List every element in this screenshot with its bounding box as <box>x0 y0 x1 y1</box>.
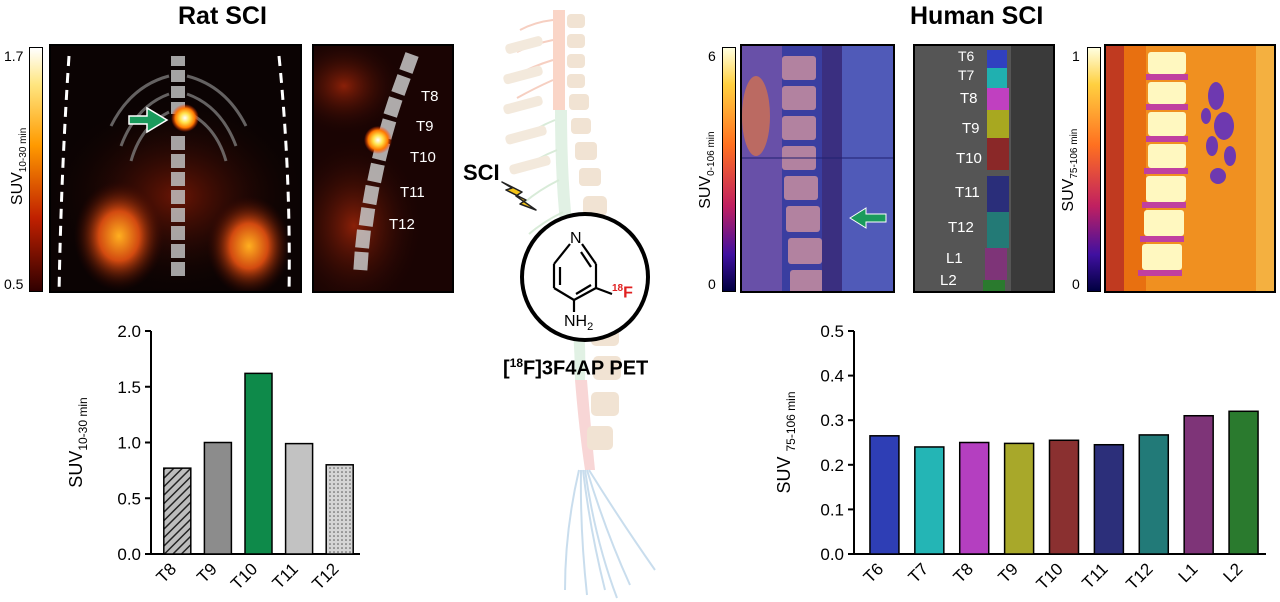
pet-title: [18F]3F4AP PET <box>503 356 649 380</box>
human-bar-t11 <box>1093 443 1125 555</box>
3f4ap-structure <box>552 243 613 312</box>
rat-bar-t10 <box>244 372 273 555</box>
rat-y-tick-label: 0.5 <box>117 489 141 508</box>
human-pet-mr-drawing <box>742 46 893 291</box>
rat-bar-t8 <box>163 467 192 555</box>
rat-suv-bar-chart: 0.0 0.5 1.0 1.5 2.0 SUV10-30 min T8 T9 T10 T11 T12 <box>66 322 360 594</box>
human-x-tick-label: T7 <box>905 559 932 586</box>
rat-bar-t12 <box>325 464 354 555</box>
human-level-l1: L1 <box>946 250 963 267</box>
rat-level-t10: T10 <box>410 149 436 166</box>
rat-colorbar-label: SUV10-30 min <box>8 127 30 206</box>
rat-y-tick-label: 0.0 <box>117 545 141 564</box>
human-bar-t12 <box>1138 434 1170 555</box>
rat-colorbar <box>29 47 43 292</box>
human-colorbar-2-min: 0 <box>1072 276 1080 292</box>
rat-level-t8: T8 <box>421 88 439 105</box>
rat-y-tick-label: 1.0 <box>117 434 141 453</box>
human-x-tick-label: L1 <box>1175 559 1202 586</box>
human-colorbar-1-label: SUV0-106 min <box>696 131 718 209</box>
rat-x-tick-label: T12 <box>308 559 342 593</box>
rat-colorbar-min: 0.5 <box>4 276 24 292</box>
lightning-icon <box>501 181 537 211</box>
rat-y-tick-label: 1.5 <box>117 378 141 397</box>
human-level-t10: T10 <box>956 150 982 167</box>
rat-x-tick-label: T10 <box>227 559 261 593</box>
human-x-tick-label: T9 <box>994 559 1021 586</box>
human-x-tick-label: T6 <box>860 559 887 586</box>
human-level-t12: T12 <box>948 219 974 236</box>
human-pet-mr-image <box>740 44 895 293</box>
amine-label: NH2 <box>564 313 594 334</box>
rat-lesion-arrow-icon <box>128 106 169 134</box>
human-bar-t9 <box>1003 442 1035 555</box>
rat-colorbar-max: 1.7 <box>4 48 24 64</box>
human-colorbar-1-max: 6 <box>708 48 716 64</box>
human-colorbar-1 <box>722 47 736 292</box>
human-level-t6: T6 <box>958 48 975 64</box>
human-bar-t6 <box>869 435 900 555</box>
rat-coronal-pet-drawing <box>51 55 300 291</box>
human-bar-l1 <box>1183 414 1214 555</box>
rat-bar-t9 <box>203 441 233 555</box>
ring-nitrogen: N <box>570 230 582 247</box>
human-y-tick-label: 0.3 <box>820 411 844 430</box>
rat-level-t11: T11 <box>400 184 425 201</box>
rat-x-tick-label: T9 <box>193 559 220 586</box>
human-colorbar-2-label: SUV75-106 min <box>1059 128 1081 212</box>
rat-sagittal-pet-image <box>312 44 454 293</box>
human-ct-segmentation-image <box>913 44 1055 293</box>
human-colorbar-2-max: 1 <box>1072 48 1080 64</box>
human-x-tick-label: L2 <box>1220 559 1247 586</box>
human-x-tick-label: T8 <box>950 559 977 586</box>
human-colorbar-2 <box>1087 47 1101 292</box>
human-x-tick-label: T11 <box>1078 559 1111 592</box>
human-level-t7: T7 <box>958 67 975 83</box>
human-level-t8: T8 <box>960 90 978 107</box>
human-level-t11: T11 <box>955 184 980 201</box>
human-sci-title: Human SCI <box>910 2 1044 30</box>
human-level-l2: L2 <box>940 272 957 289</box>
rat-y-tick-label: 2.0 <box>117 322 141 341</box>
human-suv-bar-chart: 0.0 0.1 0.2 0.3 0.4 0.5 SUV 75-106 min T6 T7 T8 T9… <box>774 322 1266 594</box>
human-bar-l2 <box>1228 410 1259 555</box>
rat-sci-title: Rat SCI <box>178 2 267 30</box>
rat-level-t9: T9 <box>416 118 434 135</box>
human-suv-parametric-drawing <box>1106 46 1274 291</box>
rat-sagittal-pet-drawing <box>314 46 424 291</box>
rat-bar-t11 <box>284 442 314 555</box>
human-y-tick-label: 0.4 <box>820 367 844 386</box>
human-y-tick-label: 0.5 <box>820 322 844 341</box>
human-y-tick-label: 0.1 <box>820 500 844 519</box>
rat-level-t12: T12 <box>389 216 415 233</box>
human-ct-segmentation-drawing <box>915 46 1053 291</box>
human-y-tick-label: 0.0 <box>820 545 844 564</box>
human-x-tick-label: T12 <box>1122 559 1156 593</box>
human-bar-t10 <box>1048 439 1080 555</box>
rat-x-tick-label: T11 <box>269 559 302 592</box>
rat-coronal-pet-image <box>49 44 302 293</box>
human-colorbar-1-min: 0 <box>708 276 716 292</box>
human-bar-t8 <box>958 441 990 555</box>
human-suv-parametric-image <box>1104 44 1276 293</box>
human-level-t9: T9 <box>962 120 980 137</box>
molecule-circle <box>520 212 650 342</box>
sci-label: SCI <box>463 160 500 185</box>
rat-x-tick-label: T8 <box>153 559 180 586</box>
rat-y-axis-label: SUV10-30 min <box>66 397 90 487</box>
human-bar-t7 <box>914 446 945 555</box>
human-lesion-arrow-icon <box>849 207 887 229</box>
fluorine-label: 18F <box>612 283 633 302</box>
human-y-tick-label: 0.2 <box>820 456 844 475</box>
human-x-tick-label: T10 <box>1033 559 1067 593</box>
human-y-axis-label: SUV 75-106 min <box>774 391 798 493</box>
